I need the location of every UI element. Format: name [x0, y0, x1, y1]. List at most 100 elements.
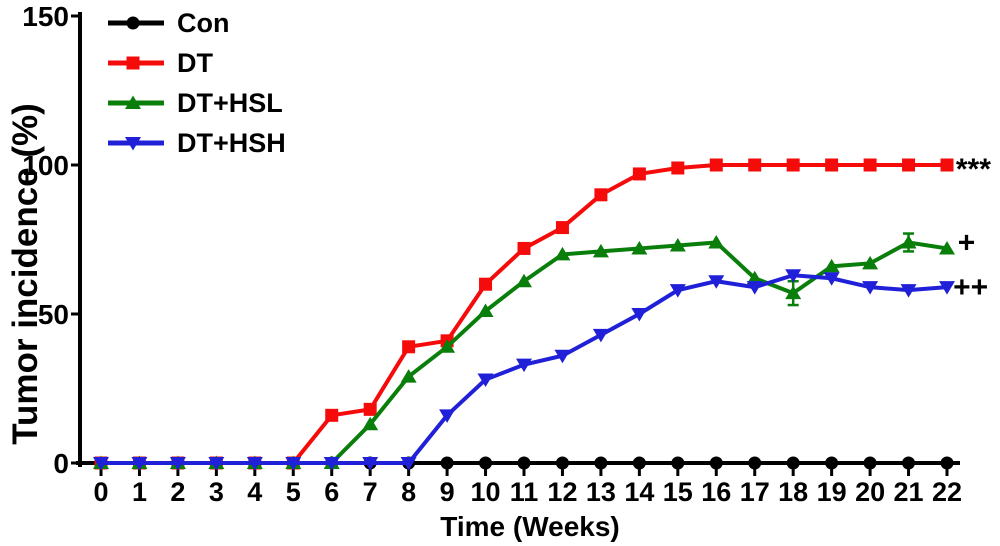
triangle-down-marker-icon: [592, 328, 609, 343]
square-marker-icon: [325, 408, 339, 422]
series-DT: [94, 158, 954, 470]
triangle-up-marker-icon: [362, 416, 379, 431]
triangle-down-marker-icon: [939, 281, 955, 295]
x-tick-label: 6: [324, 477, 339, 507]
circle-marker-icon: [440, 456, 454, 470]
triangle-up-marker-icon: [554, 246, 571, 261]
legend-label-dt: DT: [177, 47, 213, 78]
x-tick-label: 4: [247, 477, 262, 507]
x-tick-label: 13: [586, 477, 616, 507]
y-tick-label: 150: [22, 1, 69, 32]
significance-annotation: +: [958, 226, 976, 259]
triangle-down-marker-icon: [746, 281, 763, 295]
triangle-down-marker-icon: [125, 137, 141, 151]
square-marker-icon: [709, 158, 723, 172]
triangle-down-marker-icon: [208, 457, 225, 471]
triangle-down-marker-icon: [477, 373, 494, 388]
legend-label-dt-hsh: DT+HSH: [177, 127, 286, 158]
circle-marker-icon: [748, 456, 762, 470]
x-tick-label: 19: [817, 477, 847, 507]
triangle-down-marker-icon: [516, 358, 532, 373]
triangle-up-marker-icon: [823, 258, 840, 273]
square-marker-icon: [863, 158, 877, 172]
triangle-up-marker-icon: [477, 303, 494, 318]
circle-marker-icon: [825, 456, 839, 470]
x-tick-label: 5: [286, 477, 301, 507]
triangle-up-marker-icon: [900, 234, 917, 249]
circle-marker-icon: [126, 16, 140, 30]
x-tick-label: 20: [855, 477, 885, 507]
square-marker-icon: [940, 158, 954, 172]
legend-label-dt-hsl: DT+HSL: [177, 87, 283, 118]
triangle-down-marker-icon: [131, 457, 148, 471]
square-marker-icon: [902, 158, 916, 172]
x-tick-label: 0: [93, 477, 108, 507]
y-tick-label: 100: [22, 150, 69, 181]
triangle-down-marker-icon: [246, 457, 263, 471]
legend-item-dt: DT: [104, 43, 286, 83]
significance-annotation: ++: [953, 271, 988, 304]
x-tick-label: 16: [701, 477, 731, 507]
triangle-up-marker-icon: [592, 243, 609, 258]
series-line-DT: [101, 163, 947, 465]
triangle-up-marker-icon: [746, 270, 763, 285]
square-marker-icon: [748, 158, 762, 172]
square-marker-icon: [517, 241, 531, 255]
circle-marker-icon: [863, 456, 877, 470]
square-marker-icon: [104, 50, 168, 76]
circle-marker-icon: [632, 456, 646, 470]
square-marker-icon: [402, 340, 416, 354]
legend-item-con: Con: [104, 3, 286, 43]
circle-marker-icon: [940, 456, 954, 470]
y-axis-title: Tumor incidence (%): [6, 103, 45, 445]
x-tick-label: 11: [510, 477, 539, 507]
triangle-down-marker-icon: [631, 308, 648, 322]
x-tick-label: 8: [401, 477, 416, 507]
square-marker-icon: [825, 158, 839, 172]
triangle-down-marker-icon: [439, 409, 456, 423]
circle-marker-icon: [479, 456, 493, 470]
triangle-up-marker-icon: [669, 237, 686, 252]
square-marker-icon: [126, 56, 140, 70]
square-marker-icon: [594, 188, 608, 202]
x-tick-label: 14: [624, 477, 654, 507]
series-DT+HSL: [93, 232, 955, 469]
legend-swatch-DT+HSL: [108, 95, 164, 109]
triangle-down-marker-icon: [708, 275, 725, 289]
square-marker-icon: [632, 167, 646, 181]
square-marker-icon: [479, 277, 493, 291]
circle-marker-icon: [671, 456, 685, 470]
legend-item-dt-hsl: DT+HSL: [104, 83, 286, 123]
triangle-up-marker-icon: [439, 339, 456, 353]
triangle-down-marker-icon: [862, 281, 879, 295]
x-tick-label: 2: [170, 477, 185, 507]
series-DT+HSH: [93, 269, 955, 471]
triangle-up-marker-icon: [125, 95, 141, 109]
triangle-up-marker-icon: [516, 273, 532, 288]
triangle-up-marker-icon: [939, 240, 955, 255]
square-marker-icon: [671, 161, 685, 175]
x-tick-label: 18: [778, 477, 808, 507]
x-tick-label: 10: [471, 477, 501, 507]
legend-swatch-Con: [108, 16, 164, 30]
legend: Con DT DT+HSL DT+HSH: [104, 3, 286, 163]
x-tick-label: 15: [663, 477, 693, 507]
square-marker-icon: [363, 402, 377, 416]
legend-item-dt-hsh: DT+HSH: [104, 123, 286, 163]
x-tick-label: 12: [547, 477, 577, 507]
triangle-down-marker-icon: [823, 272, 840, 286]
y-tick-label: 50: [38, 299, 69, 330]
triangle-down-marker-icon: [785, 269, 802, 283]
circle-marker-icon: [786, 456, 800, 470]
triangle-down-marker-icon: [93, 457, 109, 471]
triangle-up-marker-icon: [785, 285, 802, 300]
legend-swatch-DT+HSH: [108, 137, 164, 151]
triangle-down-marker-icon: [669, 284, 686, 298]
y-tick-label: 0: [53, 448, 69, 479]
x-tick-label: 1: [132, 477, 147, 507]
square-marker-icon: [786, 158, 800, 172]
circle-marker-icon: [709, 456, 723, 470]
triangle-down-marker-icon: [104, 130, 168, 156]
